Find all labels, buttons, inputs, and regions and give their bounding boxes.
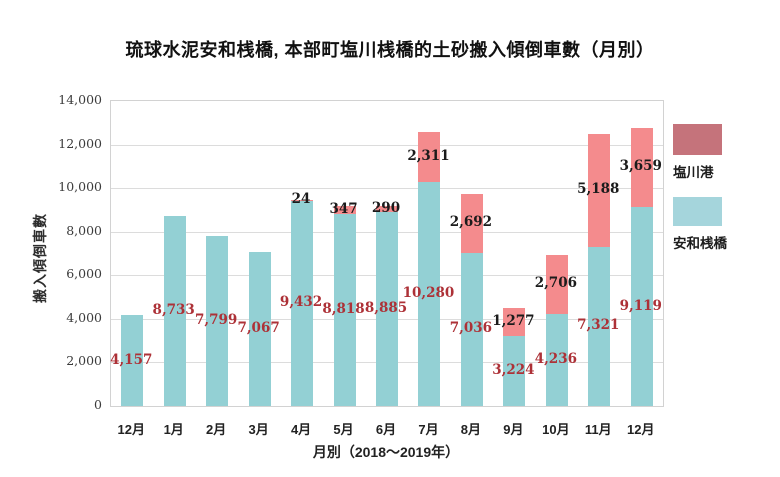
- bar-value-label: 290: [371, 200, 401, 217]
- bar-value-label: 4,236: [534, 350, 577, 367]
- bar-value-label: 9,432: [279, 294, 323, 311]
- x-axis-tick-label: 5月: [333, 422, 354, 437]
- bar-value-label: 4,157: [110, 351, 153, 368]
- bar-value-label: 1,277: [492, 312, 535, 329]
- x-axis-tick-label: 12月: [117, 422, 145, 437]
- bar-value-label: 3,659: [619, 158, 662, 175]
- bar-segment-shiokawa: [545, 254, 568, 314]
- bar-value-label: 2,311: [407, 147, 450, 164]
- y-axis-tick-label: 0: [94, 397, 102, 412]
- bar-segment-anwa: [460, 252, 483, 406]
- x-axis-tick-label: 6月: [375, 422, 397, 437]
- bar-group-1月: [163, 101, 186, 406]
- x-axis-title: 月別（2018～2019年）: [312, 444, 460, 460]
- bar-value-label: 10,280: [402, 285, 455, 302]
- bar-segment-shiokawa: [460, 194, 483, 253]
- bar-segment-anwa: [376, 212, 398, 406]
- x-axis-tick-label: 10月: [542, 422, 570, 437]
- bar-value-label: 7,036: [449, 320, 493, 337]
- x-axis-tick-label: 8月: [460, 422, 482, 437]
- bar-group-10月: [545, 101, 568, 406]
- bar-value-label: 24: [291, 191, 311, 208]
- bar-segment-anwa: [333, 213, 356, 406]
- y-axis-tick-label: 12,000: [58, 135, 102, 151]
- x-axis-tick-label: 3月: [248, 422, 269, 437]
- bar-value-label: 7,799: [195, 312, 238, 329]
- bar-group-3月: [248, 101, 271, 406]
- y-axis-tick-label: 8,000: [66, 222, 102, 238]
- bar-value-label: 8,818: [322, 300, 365, 317]
- legend-label-anwa: 安和桟橋: [673, 236, 727, 251]
- bar-value-label: 8,885: [364, 300, 408, 317]
- bar-group-11月: [588, 101, 611, 406]
- x-axis-tick-label: 7月: [418, 422, 439, 437]
- x-axis-tick-label: 9月: [503, 422, 524, 437]
- bar-segment-anwa: [545, 313, 568, 406]
- legend-swatch-anwa: [673, 197, 722, 226]
- bar-group-2月: [206, 101, 229, 406]
- bar-segment-anwa: [206, 236, 229, 406]
- bar-segment-shiokawa: [376, 206, 398, 213]
- bar-segment-anwa: [418, 182, 441, 406]
- bar-segment-shiokawa: [630, 127, 653, 208]
- bar-segment-shiokawa: [418, 131, 441, 183]
- bar-segment-anwa: [163, 215, 186, 406]
- bar-group-4月: [291, 101, 314, 406]
- bar-segment-anwa: [630, 207, 653, 406]
- bar-segment-shiokawa: [291, 200, 314, 201]
- bar-value-label: 7,321: [577, 317, 620, 334]
- legend-swatch-shiokawa: [673, 124, 722, 155]
- bar-value-label: 5,188: [577, 180, 620, 197]
- bar-segment-anwa: [248, 252, 271, 406]
- bar-value-label: 8,733: [152, 301, 195, 318]
- bar-value-label: 7,067: [237, 320, 280, 337]
- x-axis-tick-label: 1月: [163, 422, 184, 437]
- y-axis-tick-label: 2,000: [66, 353, 102, 369]
- bar-value-label: 2,706: [534, 275, 577, 292]
- y-axis-tick-label: 10,000: [58, 179, 102, 195]
- bar-segment-anwa: [121, 315, 144, 406]
- plot-area: [110, 100, 664, 407]
- bar-segment-shiokawa: [503, 307, 526, 336]
- x-axis-tick-label: 12月: [627, 422, 655, 437]
- bar-value-label: 2,692: [449, 214, 493, 231]
- bar-segment-shiokawa: [333, 206, 356, 214]
- chart-title: 琉球水泥安和桟橋, 本部町塩川桟橋的土砂搬入傾倒車數（月別）: [125, 40, 655, 60]
- bar-group-12月: [630, 101, 653, 406]
- y-axis-tick-label: 14,000: [58, 92, 102, 107]
- gridline: [111, 144, 663, 146]
- legend-label-shiokawa: 塩川港: [673, 165, 714, 180]
- bar-group-6月: [376, 101, 398, 406]
- bar-group-5月: [333, 101, 356, 406]
- bar-group-7月: [418, 101, 441, 406]
- bar-segment-shiokawa: [588, 133, 611, 247]
- x-axis-tick-label: 2月: [206, 422, 227, 437]
- y-axis-tick-label: 6,000: [66, 266, 102, 282]
- x-axis-tick-label: 4月: [290, 422, 312, 437]
- bar-segment-anwa: [291, 200, 314, 406]
- bar-value-label: 3,224: [492, 361, 535, 378]
- bar-segment-anwa: [588, 246, 611, 406]
- bar-group-12月: [121, 101, 144, 406]
- y-axis-tick-label: 4,000: [66, 309, 102, 325]
- bar-segment-anwa: [503, 335, 526, 406]
- bar-value-label: 9,119: [619, 297, 662, 314]
- x-axis-tick-label: 11月: [584, 422, 612, 437]
- bar-value-label: 347: [329, 201, 358, 218]
- bar-group-8月: [460, 101, 483, 406]
- legend: 塩川港 安和桟橋: [671, 124, 771, 262]
- bar-group-9月: [503, 101, 526, 406]
- gridline: [111, 188, 663, 190]
